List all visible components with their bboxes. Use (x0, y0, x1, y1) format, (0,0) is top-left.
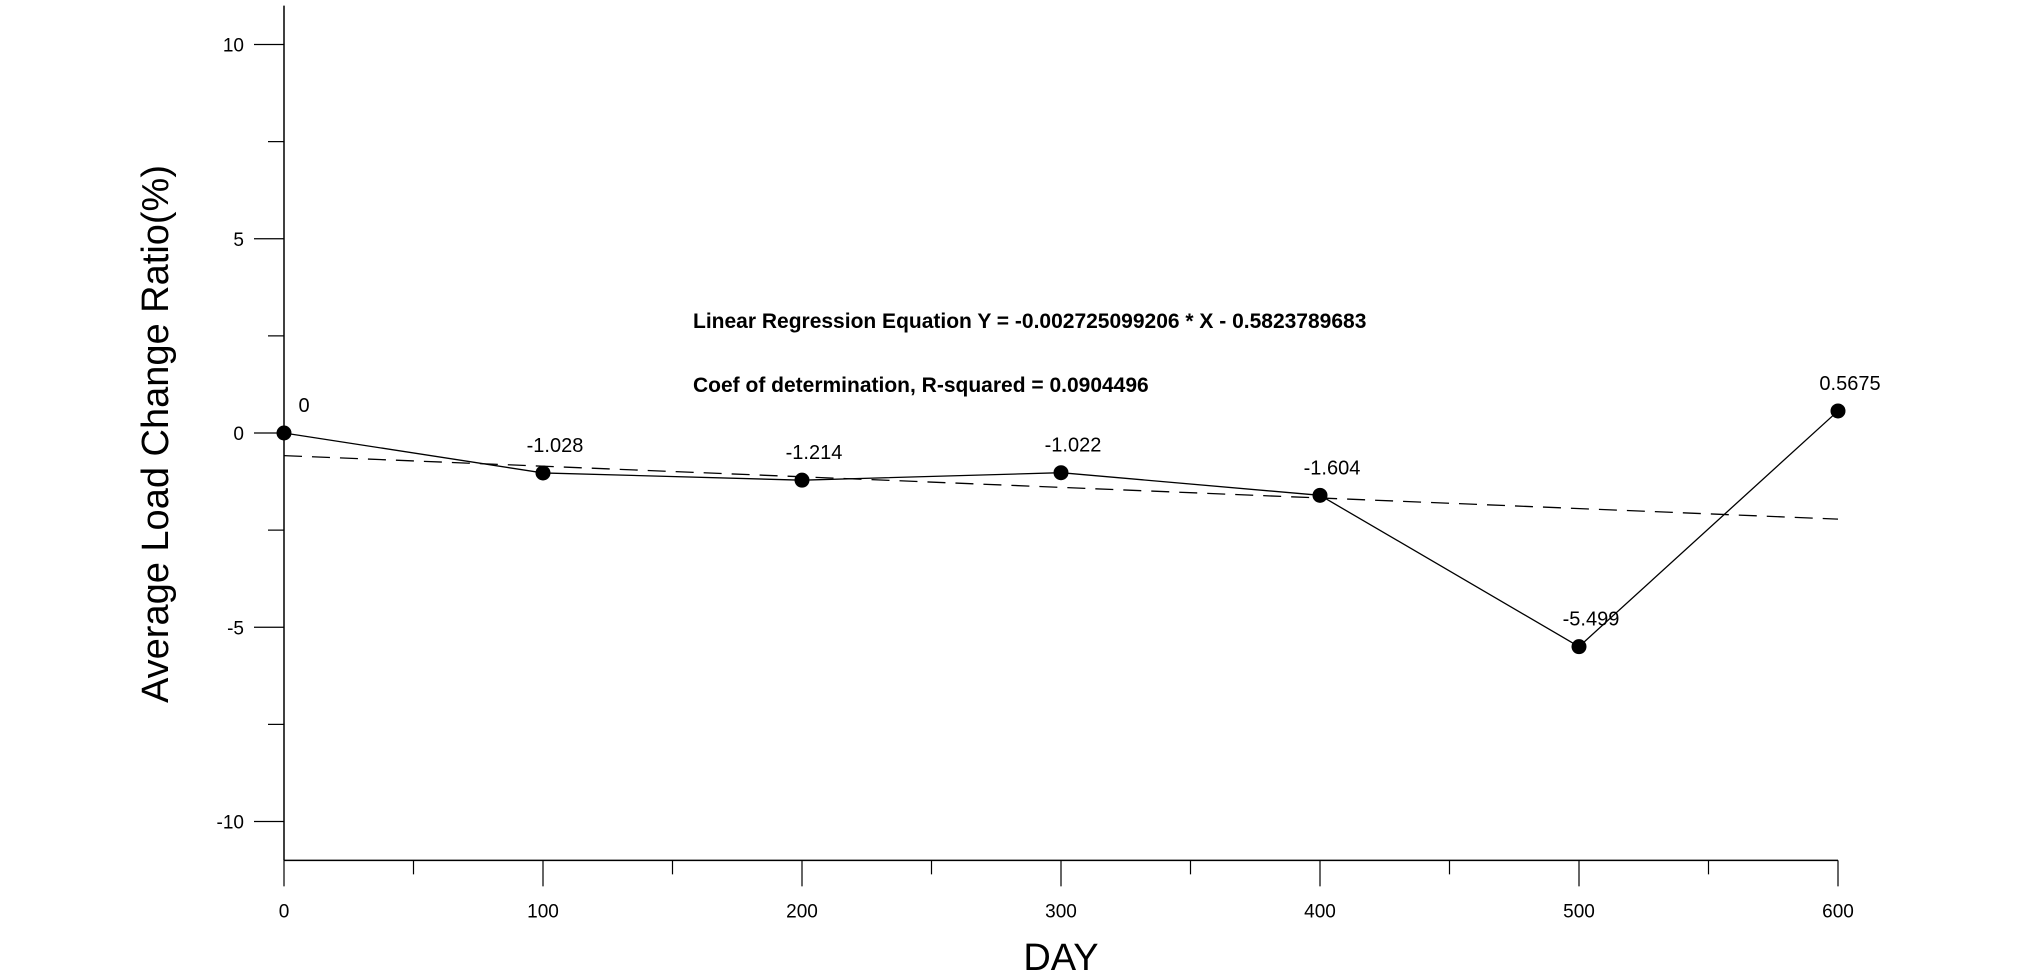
x-tick-label: 600 (1822, 901, 1854, 922)
regression-equation: Linear Regression Equation Y = -0.002725… (693, 310, 1366, 333)
y-tick-label: 10 (223, 36, 244, 57)
data-label: -5.499 (1563, 609, 1620, 631)
data-point (1053, 465, 1069, 481)
data-point (794, 472, 810, 488)
x-tick-label: 100 (527, 901, 559, 922)
data-label: -1.022 (1045, 435, 1102, 457)
regression-line (283, 454, 1839, 520)
data-label: -1.604 (1304, 457, 1361, 479)
x-tick-label: 0 (279, 901, 290, 922)
axes (283, 5, 1838, 862)
data-label: 0 (298, 395, 309, 417)
x-tick-label: 300 (1045, 901, 1077, 922)
y-tick-label: 0 (233, 424, 244, 445)
y-tick-label: -10 (217, 813, 244, 834)
r-squared-annotation: Coef of determination, R-squared = 0.090… (693, 374, 1149, 397)
y-tick-label: -5 (227, 618, 244, 639)
data-point (1571, 639, 1587, 655)
x-tick-label: 200 (786, 901, 818, 922)
marks: 0 -1.028 -1.214 -1.022 -1.604 -5.499 0.5675 (276, 373, 1881, 655)
data-point (535, 465, 551, 481)
data-point (276, 425, 292, 441)
y-axis-title: Average Load Change Ratio(%) (135, 165, 177, 703)
x-axis-title: DAY (1023, 937, 1098, 974)
x-tick-label: 500 (1563, 901, 1595, 922)
y-tick-label: 5 (233, 230, 244, 251)
data-label: 0.5675 (1819, 373, 1880, 395)
data-label: -1.028 (527, 435, 584, 457)
data-point (1830, 403, 1846, 419)
x-tick-label: 400 (1304, 901, 1336, 922)
data-label: -1.214 (786, 442, 843, 464)
data-point (1312, 487, 1328, 503)
